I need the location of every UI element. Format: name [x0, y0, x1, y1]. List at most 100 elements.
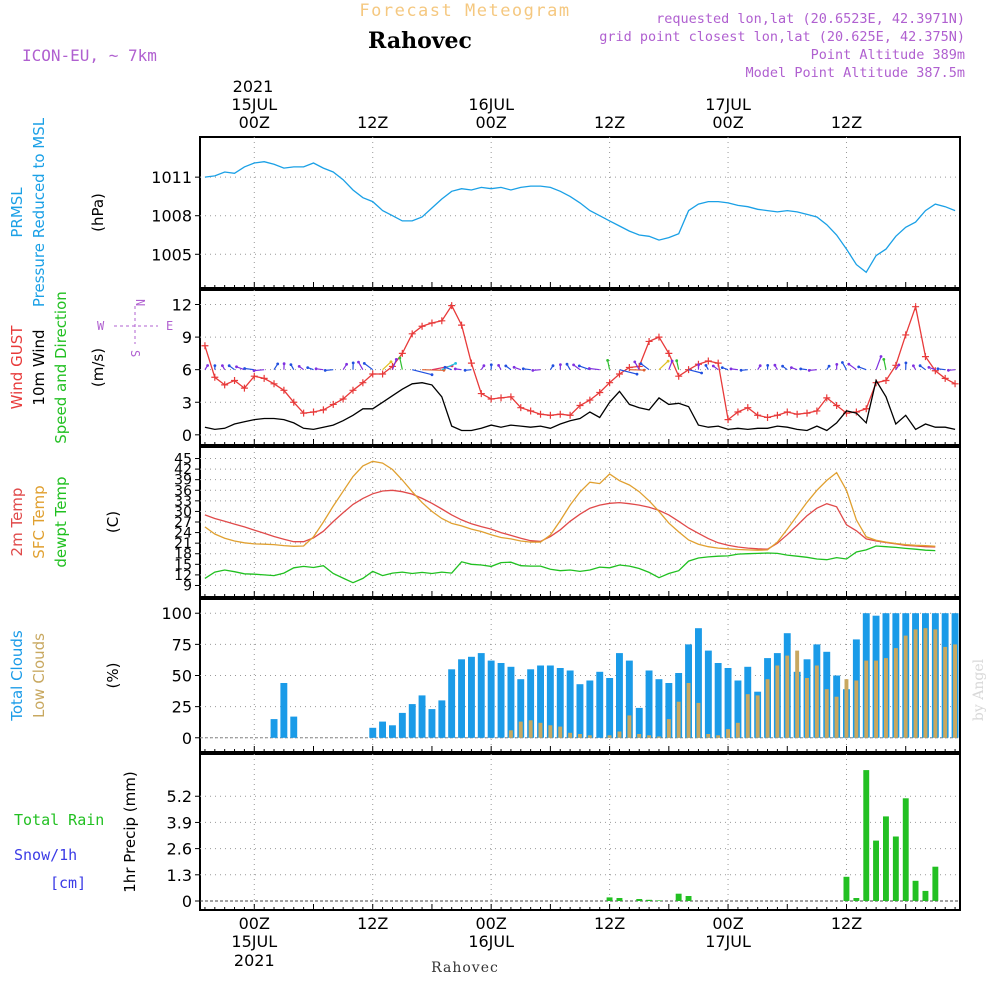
total-cloud-bar: [606, 678, 614, 738]
top-hour-label: 12Z: [831, 113, 862, 132]
wind-direction-arrowhead: [587, 367, 591, 370]
rain-bar: [922, 890, 929, 901]
low-cloud-bar: [923, 628, 928, 738]
compass-south: S: [128, 350, 142, 357]
gust-point: [231, 377, 239, 385]
gust-point: [487, 395, 495, 403]
low-cloud-bar: [666, 719, 671, 738]
top-date-label: 16JUL: [468, 95, 514, 114]
gust-point: [369, 370, 377, 378]
total-cloud-bar: [527, 669, 535, 738]
y-tick-label: 12: [172, 296, 192, 315]
y-tick-label: 33: [174, 494, 192, 510]
series-line-2m-temp: [204, 489, 936, 550]
gust-point: [527, 407, 535, 415]
y-axis-label: Total Clouds: [8, 630, 26, 722]
low-cloud-bar: [686, 683, 691, 738]
wind-direction-arrowhead: [454, 362, 457, 365]
wind-direction-arrowhead: [362, 362, 366, 365]
low-cloud-bar: [706, 734, 711, 738]
total-cloud-bar: [517, 679, 525, 738]
wind-direction-arrowhead: [904, 361, 908, 365]
wind-direction-arrow: [399, 357, 403, 370]
wind-direction-arrowhead: [206, 364, 210, 367]
total-cloud-bar: [487, 660, 495, 738]
panel-frame: [199, 289, 961, 446]
wind-direction-arrowhead: [559, 363, 562, 366]
gust-point: [211, 373, 219, 381]
wind-direction-arrowhead: [704, 364, 708, 367]
wind-direction-arrowhead: [711, 364, 715, 368]
wind-direction-arrow: [391, 359, 397, 370]
rain-bar: [892, 836, 899, 901]
gust-point: [882, 377, 890, 385]
wind-direction-arrowhead: [351, 361, 355, 365]
gust-point: [606, 379, 614, 387]
gust-point: [497, 394, 505, 402]
low-cloud-bar: [755, 695, 760, 738]
total-cloud-bar: [635, 707, 643, 738]
y-tick-label: 3: [182, 393, 192, 412]
series-line-sfc-temp: [204, 460, 936, 551]
gust-point: [586, 396, 594, 404]
y-tick-label: 39: [174, 473, 192, 489]
total-cloud-bar: [507, 666, 515, 738]
gust-point: [319, 406, 327, 414]
y-tick-label: 0: [182, 729, 192, 748]
wind-direction-arrowhead: [512, 365, 516, 369]
y-tick-label: 21: [174, 536, 192, 552]
wind-direction-arrowhead: [504, 364, 508, 368]
low-cloud-bar: [637, 734, 642, 738]
top-hour-label: 00Z: [476, 113, 507, 132]
low-cloud-bar: [676, 701, 681, 738]
rain-bar: [636, 899, 643, 901]
panel-precipitation: 0 1.3 2.6 3.9 5.2 Total Rain Snow/1h [cm] 1hr Pr…: [14, 753, 961, 911]
wind-direction-arrow: [363, 362, 374, 371]
wind-direction-arrowhead: [847, 362, 851, 366]
footer-location: Rahovec: [431, 960, 499, 976]
low-cloud-bar: [538, 722, 543, 738]
low-cloud-bar: [933, 629, 938, 738]
y-axis-label: Low Clouds: [30, 633, 48, 718]
wind-direction-arrow: [676, 360, 680, 370]
wind-direction-arrowhead: [720, 366, 724, 369]
gust-point: [448, 302, 456, 310]
wind-direction-arrowhead: [927, 366, 931, 369]
gust-point: [556, 410, 564, 418]
top-hour-label: 00Z: [239, 113, 270, 132]
low-cloud-bar: [518, 721, 523, 738]
y-tick-label: 24: [174, 526, 192, 542]
total-cloud-bar: [389, 725, 396, 738]
wind-direction-arrowhead: [633, 360, 637, 364]
low-cloud-bar: [903, 635, 908, 738]
total-cloud-bar: [576, 684, 584, 738]
wind-direction-arrowhead: [947, 368, 950, 372]
gust-point: [566, 411, 574, 419]
wind-direction-arrowhead: [398, 356, 402, 360]
gust-point: [477, 390, 485, 398]
gust-point: [379, 370, 387, 378]
gust-point: [349, 386, 357, 394]
wind-direction-arrowhead: [565, 362, 569, 366]
total-cloud-bar: [556, 668, 564, 738]
compass-west: W: [97, 319, 105, 333]
total-cloud-bar: [734, 680, 742, 738]
wind-direction-arrowhead: [781, 364, 784, 368]
wind-direction-arrowhead: [739, 368, 743, 372]
gust-point: [833, 402, 841, 410]
total-cloud-bar: [418, 695, 426, 738]
y-tick-label: 27: [174, 515, 192, 531]
total-cloud-bar: [280, 683, 288, 738]
total-cloud-bar: [468, 656, 475, 738]
y-tick-label: 9: [182, 328, 192, 347]
wind-direction-arrowhead: [314, 367, 318, 371]
gust-point: [615, 370, 623, 378]
wind-direction-arrowhead: [790, 366, 793, 369]
total-cloud-bar: [704, 650, 712, 738]
wind-direction-arrowhead: [897, 363, 901, 367]
rain-bar: [843, 876, 850, 901]
gust-point: [823, 394, 831, 402]
total-cloud-bar: [408, 704, 416, 738]
